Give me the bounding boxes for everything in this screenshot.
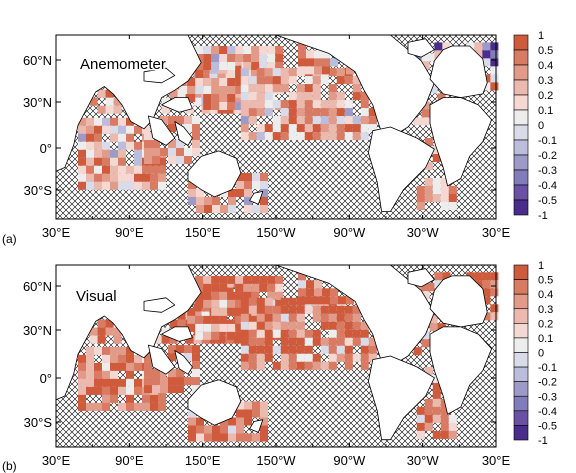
colorbar-label: 0.4 (538, 289, 553, 301)
colorbar-label: 0.5 (538, 45, 553, 57)
colorbar-label: 0.2 (538, 90, 553, 102)
latitude-tick-label: 60°N (23, 279, 52, 294)
longitude-tick-label: 30°W (407, 453, 440, 468)
colorbar-label: -0.4 (538, 180, 557, 192)
colorbar-label: -0.4 (538, 406, 557, 418)
colorbar-label: -0.5 (538, 420, 557, 432)
colorbar-swatch (513, 352, 529, 368)
colorbar-label: 0.3 (538, 304, 553, 316)
colorbar-label: 0.4 (538, 60, 553, 72)
colorbar-label: -0.1 (538, 362, 557, 374)
colorbar-swatch (513, 381, 529, 397)
latitude-tick-label: 0° (40, 141, 52, 156)
longitude-tick-label: 90°E (115, 225, 144, 240)
latitude-tick-label: 0° (40, 371, 52, 386)
colorbar-label: 1 (538, 30, 544, 42)
colorbar-legend: 1 0.5 0.4 0.3 0.2 0.1 0 -0.1 -0.2 -0.3 -0.4 -0.5 -1 (513, 30, 557, 222)
longitude-tick-label: 30°E (42, 225, 71, 240)
colorbar-swatch (513, 154, 529, 171)
colorbar-swatch (513, 124, 529, 141)
dataset-label: Anemometer (80, 56, 166, 73)
longitude-tick-label: 30°E (482, 225, 511, 240)
colorbar-label: -1 (538, 435, 548, 447)
panel-b: 30°E 90°E 150°E 150°W 90°W 30°W 30°E 60°N 30°N 0°… (2, 264, 511, 473)
panel-a: 30°E 90°E 150°E 150°W 90°W 30°W 30°E 60°N 30°N 0°… (2, 34, 511, 246)
colorbar-label: 0 (538, 120, 544, 132)
longitude-tick-label: 30°E (42, 453, 71, 468)
colorbar-swatch (513, 199, 529, 216)
anomaly-cells (78, 42, 499, 213)
colorbar-label: -0.3 (538, 165, 557, 177)
colorbar-swatch (513, 64, 529, 81)
colorbar-swatch (513, 184, 529, 201)
longitude-tick-label: 150°W (256, 225, 296, 240)
colorbar-label: 1 (538, 260, 544, 272)
longitude-tick-label: 30°W (407, 225, 440, 240)
colorbar-swatch (513, 337, 529, 353)
colorbar-swatch (513, 49, 529, 66)
axis-ticks: 30°E 90°E 150°E 150°W 90°W 30°W 30°E 60°N 30°N 0°… (23, 35, 511, 240)
longitude-tick-label: 90°E (115, 453, 144, 468)
colorbar-label: 0 (538, 348, 544, 360)
latitude-tick-label: 30°S (24, 415, 53, 430)
colorbar-swatch (513, 109, 529, 126)
colorbar-label: 0.5 (538, 275, 553, 287)
colorbar-swatch (513, 308, 529, 324)
colorbar-swatch (513, 323, 529, 339)
longitude-tick-label: 150°E (185, 453, 221, 468)
colorbar-legend: 1 0.5 0.4 0.3 0.2 0.1 0 -0.1 -0.2 -0.3 -0.4 -0.5 -1 (513, 260, 557, 447)
latitude-tick-label: 30°N (23, 323, 52, 338)
colorbar-swatch (513, 94, 529, 111)
longitude-tick-label: 90°W (333, 225, 366, 240)
colorbar-swatch (513, 366, 529, 382)
axis-ticks: 30°E 90°E 150°E 150°W 90°W 30°W 30°E 60°N 30°N 0°… (23, 265, 511, 468)
latitude-tick-label: 60°N (23, 53, 52, 68)
colorbar-swatch (513, 139, 529, 156)
colorbar-label: -0.3 (538, 391, 557, 403)
land-masses (55, 34, 493, 213)
panel-letter: (b) (2, 459, 17, 473)
colorbar-swatch (513, 410, 529, 426)
colorbar-label: 0.1 (538, 333, 553, 345)
longitude-tick-label: 150°W (256, 453, 296, 468)
colorbar-label: -0.1 (538, 135, 557, 147)
colorbar-swatch (513, 425, 529, 441)
colorbar-label: -0.2 (538, 377, 557, 389)
colorbar-label: 0.2 (538, 318, 553, 330)
latitude-tick-label: 30°S (24, 183, 53, 198)
anomaly-cells (78, 272, 499, 442)
colorbar-swatch (513, 169, 529, 186)
colorbar-swatch (513, 79, 529, 96)
latitude-tick-label: 30°N (23, 95, 52, 110)
colorbar-label: 0.1 (538, 105, 553, 117)
colorbar-swatch (513, 34, 529, 51)
colorbar-swatch (513, 279, 529, 295)
land-masses (55, 264, 493, 441)
colorbar-label: -0.2 (538, 150, 557, 162)
panel-letter: (a) (2, 232, 17, 246)
colorbar-label: -1 (538, 210, 548, 222)
colorbar-swatch (513, 293, 529, 310)
colorbar-swatch (513, 264, 529, 280)
dataset-label: Visual (76, 288, 117, 305)
colorbar-label: 0.3 (538, 75, 553, 87)
longitude-tick-label: 90°W (333, 453, 366, 468)
longitude-tick-label: 30°E (482, 453, 511, 468)
colorbar-swatch (513, 395, 529, 412)
longitude-tick-label: 150°E (185, 225, 221, 240)
colorbar-label: -0.5 (538, 195, 557, 207)
